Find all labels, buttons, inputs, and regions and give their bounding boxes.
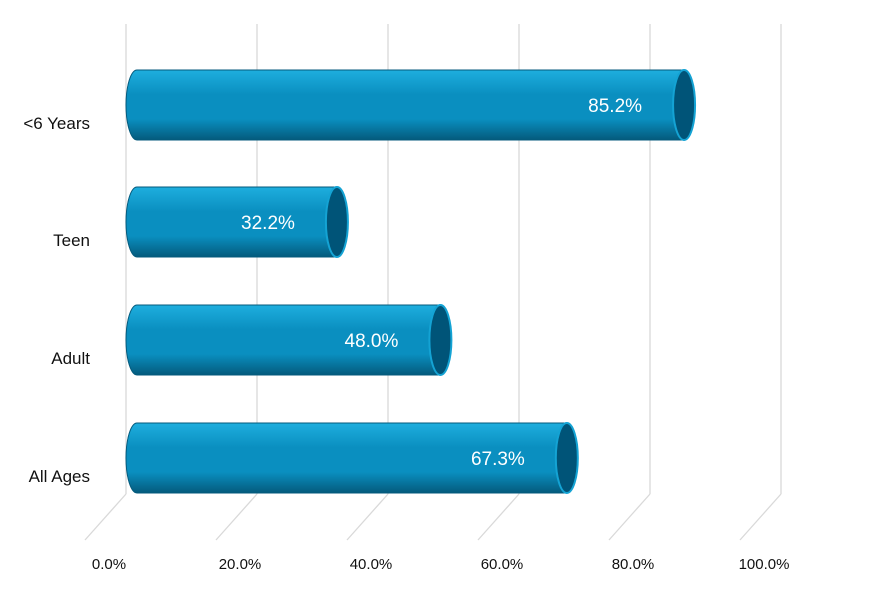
category-label: Adult xyxy=(51,349,90,368)
bar: 32.2% xyxy=(125,186,349,258)
data-label: 85.2% xyxy=(588,96,642,117)
floor-gridline xyxy=(608,493,651,541)
bar-cap xyxy=(672,69,697,141)
floor-gridline xyxy=(739,493,782,541)
data-label: 48.0% xyxy=(345,331,399,352)
data-label: 32.2% xyxy=(241,213,295,234)
floor-gridline xyxy=(84,493,127,541)
floor-gridline xyxy=(215,493,258,541)
category-label: <6 Years xyxy=(23,114,90,133)
bar-body xyxy=(125,186,338,258)
x-tick-label: 80.0% xyxy=(612,556,655,573)
x-tick-label: 20.0% xyxy=(219,556,262,573)
bar-cap xyxy=(324,186,349,258)
bar-body xyxy=(125,304,441,376)
category-label: All Ages xyxy=(29,467,90,486)
data-label: 67.3% xyxy=(471,449,525,470)
bar-cap xyxy=(428,304,453,376)
floor-gridline xyxy=(477,493,520,541)
x-axis-tick-labels: 0.0% 20.0% 40.0% 60.0% 80.0% 100.0% xyxy=(92,556,790,573)
bar: 48.0% xyxy=(125,304,453,376)
bar: 85.2% xyxy=(125,69,697,141)
floor-gridline xyxy=(346,493,389,541)
bar-cap xyxy=(554,422,579,494)
bar: 67.3% xyxy=(125,422,579,494)
bars: 85.2% 32.2% 48.0% 67.3% xyxy=(125,69,697,494)
x-tick-label: 40.0% xyxy=(350,556,393,573)
x-tick-label: 60.0% xyxy=(481,556,524,573)
x-tick-label: 0.0% xyxy=(92,556,126,573)
x-tick-label: 100.0% xyxy=(739,556,790,573)
category-label: Teen xyxy=(53,231,90,250)
bar-body xyxy=(125,422,568,494)
category-labels: <6 Years Teen Adult All Ages xyxy=(23,114,90,486)
bar-body xyxy=(125,69,685,141)
